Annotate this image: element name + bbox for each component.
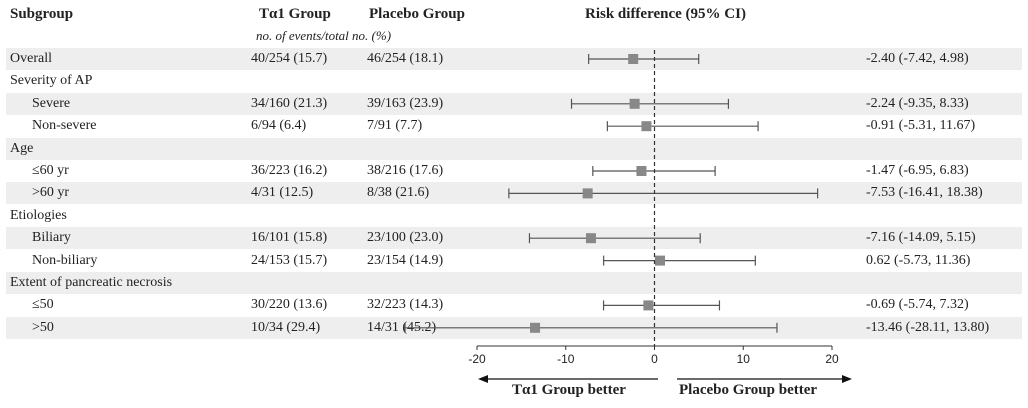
- left-arrow-icon: [478, 375, 488, 383]
- subgroup-label: Overall: [10, 51, 52, 66]
- point-estimate: [641, 121, 652, 132]
- x-tick-label: 0: [651, 352, 658, 366]
- subgroup-row: Biliary 16/101 (15.8) 23/100 (23.0) -7.16 (…: [6, 227, 1022, 250]
- point-estimate: [643, 300, 654, 311]
- subgroup-label: ≤60 yr: [32, 163, 69, 178]
- subgroup-label: Biliary: [32, 230, 71, 246]
- subgroup-label: Severe: [32, 95, 71, 111]
- risk-difference-value: 0.62 (-5.73, 11.36): [866, 252, 971, 268]
- subgroup-row: ≤60 yr 36/223 (16.2) 38/216 (17.6) -1.47 (-…: [6, 160, 1022, 182]
- placebo-events: 8/38 (21.6): [367, 185, 430, 201]
- t1-events: 6/94 (6.4): [251, 118, 307, 134]
- placebo-events: 46/254 (18.1): [367, 51, 444, 66]
- subgroup-row: Non-biliary 24/153 (15.7) 23/154 (14.9) 0.6…: [6, 250, 1022, 272]
- subgroup-label: Etiologies: [10, 207, 67, 223]
- point-estimate: [629, 98, 640, 109]
- t1-events: 40/254 (15.7): [251, 51, 328, 66]
- subgroup-row: Non-severe 6/94 (6.4) 7/91 (7.7) -0.91 (-5.…: [6, 115, 1022, 137]
- risk-difference-value: -1.47 (-6.95, 6.83): [866, 163, 969, 178]
- placebo-events: 39/163 (23.9): [367, 95, 444, 111]
- t1-events: 36/223 (16.2): [251, 163, 328, 178]
- x-tick-label: -20: [468, 352, 486, 366]
- risk-difference-value: -7.53 (-16.41, 18.38): [866, 185, 983, 201]
- t1-events: 34/160 (21.3): [251, 95, 328, 111]
- risk-difference-value: -2.40 (-7.42, 4.98): [866, 51, 969, 66]
- header-events-note: no. of events/total no. (%): [256, 28, 392, 43]
- group-header-row: Age: [6, 137, 1022, 160]
- subgroup-label: Severity of AP: [10, 73, 93, 89]
- subgroup-label: Non-severe: [32, 118, 97, 134]
- risk-difference-value: -0.91 (-5.31, 11.67): [866, 118, 976, 134]
- placebo-events: 7/91 (7.7): [367, 118, 423, 134]
- group-header-row: Etiologies: [6, 205, 1022, 227]
- subgroup-row: Severe 34/160 (21.3) 39/163 (23.9) -2.24 (-…: [6, 92, 1022, 115]
- point-estimate: [530, 322, 541, 333]
- risk-difference-value: -2.24 (-9.35, 8.33): [866, 95, 969, 111]
- point-estimate: [655, 255, 666, 266]
- group-header-row: Severity of AP: [6, 70, 1022, 92]
- subgroup-label: >50: [32, 319, 54, 335]
- placebo-events: 14/31 (45.2): [367, 319, 437, 335]
- x-tick-label: 20: [825, 352, 839, 366]
- header-placebo-group: Placebo Group: [369, 6, 465, 22]
- subgroup-label: ≤50: [32, 297, 54, 313]
- t1-events: 4/31 (12.5): [251, 185, 314, 201]
- footer-t1-better: Tα1 Group better: [512, 382, 626, 398]
- footer-placebo-better: Placebo Group better: [679, 382, 818, 398]
- risk-difference-value: -13.46 (-28.11, 13.80): [866, 319, 990, 335]
- risk-difference-value: -7.16 (-14.09, 5.15): [866, 230, 976, 246]
- placebo-events: 23/100 (23.0): [367, 230, 444, 246]
- subgroup-label: Non-biliary: [32, 252, 98, 268]
- t1-events: 24/153 (15.7): [251, 252, 328, 268]
- x-tick-label: -10: [557, 352, 575, 366]
- subgroup-row: Overall 40/254 (15.7) 46/254 (18.1) -2.40 (…: [6, 48, 1022, 70]
- point-estimate: [636, 166, 647, 176]
- risk-difference-value: -0.69 (-5.74, 7.32): [866, 297, 969, 313]
- subgroup-label: >60 yr: [32, 185, 70, 201]
- subgroup-label: Age: [10, 140, 34, 156]
- subgroup-row: ≤50 30/220 (13.6) 32/223 (14.3) -0.69 (-5.7…: [6, 294, 1022, 316]
- point-estimate: [582, 188, 593, 199]
- x-tick-label: 10: [737, 352, 751, 366]
- point-estimate: [628, 54, 639, 64]
- header-risk-difference: Risk difference (95% CI): [585, 6, 746, 22]
- subgroup-label: Extent of pancreatic necrosis: [10, 275, 173, 290]
- placebo-events: 23/154 (14.9): [367, 252, 444, 268]
- t1-events: 16/101 (15.8): [251, 230, 328, 246]
- right-arrow-icon: [842, 375, 852, 383]
- header-t1-group: Tα1 Group: [259, 6, 331, 22]
- t1-events: 10/34 (29.4): [251, 319, 321, 335]
- placebo-events: 38/216 (17.6): [367, 163, 444, 178]
- group-header-row: Extent of pancreatic necrosis: [6, 272, 1022, 294]
- point-estimate: [585, 233, 596, 244]
- placebo-events: 32/223 (14.3): [367, 297, 444, 313]
- header-subgroup: Subgroup: [10, 6, 74, 22]
- t1-events: 30/220 (13.6): [251, 297, 328, 313]
